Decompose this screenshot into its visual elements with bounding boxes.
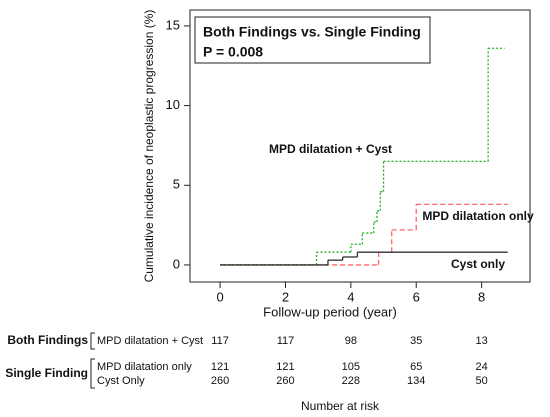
bracket — [90, 358, 95, 389]
risk-count: 121 — [211, 361, 229, 373]
risk-group-name: Both Findings — [7, 333, 88, 347]
risk-count: 105 — [342, 361, 360, 373]
y-tick-label: 5 — [173, 177, 180, 192]
p-value: P = 0.008 — [203, 44, 263, 60]
risk-count: 134 — [407, 375, 425, 387]
x-tick-label: 4 — [347, 289, 354, 304]
x-tick-label: 2 — [282, 289, 289, 304]
risk-row-label: MPD dilatation only — [97, 361, 192, 373]
risk-row-label: Cyst Only — [97, 375, 145, 387]
risk-count: 98 — [345, 335, 357, 347]
risk-count: 24 — [475, 361, 487, 373]
risk-count: 65 — [410, 361, 422, 373]
risk-count: 117 — [211, 335, 229, 347]
y-tick-label: 0 — [173, 256, 180, 271]
y-tick-label: 10 — [166, 97, 180, 112]
y-axis-label: Cumulative incidence of neoplastic progr… — [142, 10, 156, 283]
y-tick-label: 15 — [166, 17, 180, 32]
series-label: MPD dilatation only — [422, 209, 534, 223]
x-tick-label: 0 — [216, 289, 223, 304]
risk-count: 13 — [475, 335, 487, 347]
x-tick-label: 6 — [413, 289, 420, 304]
x-axis-label: Follow-up period (year) — [263, 304, 397, 319]
series-label: MPD dilatation + Cyst — [269, 142, 392, 156]
risk-count: 260 — [211, 375, 229, 387]
bracket — [90, 332, 95, 350]
risk-count: 117 — [277, 335, 295, 347]
risk-group-name: Single Finding — [5, 366, 88, 380]
plot-frame — [189, 9, 531, 283]
risk-row-label: MPD dilatation + Cyst — [97, 335, 203, 347]
risk-count: 228 — [342, 375, 360, 387]
risk-count: 50 — [475, 375, 487, 387]
series-label: Cyst only — [451, 257, 505, 271]
chart-title: Both Findings vs. Single Finding — [203, 24, 421, 40]
legend-box — [194, 16, 431, 64]
risk-count: 260 — [276, 375, 294, 387]
risk-count: 35 — [410, 335, 422, 347]
risk-count: 121 — [276, 361, 294, 373]
risk-table-title: Number at risk — [301, 399, 380, 413]
x-tick-label: 8 — [478, 289, 485, 304]
